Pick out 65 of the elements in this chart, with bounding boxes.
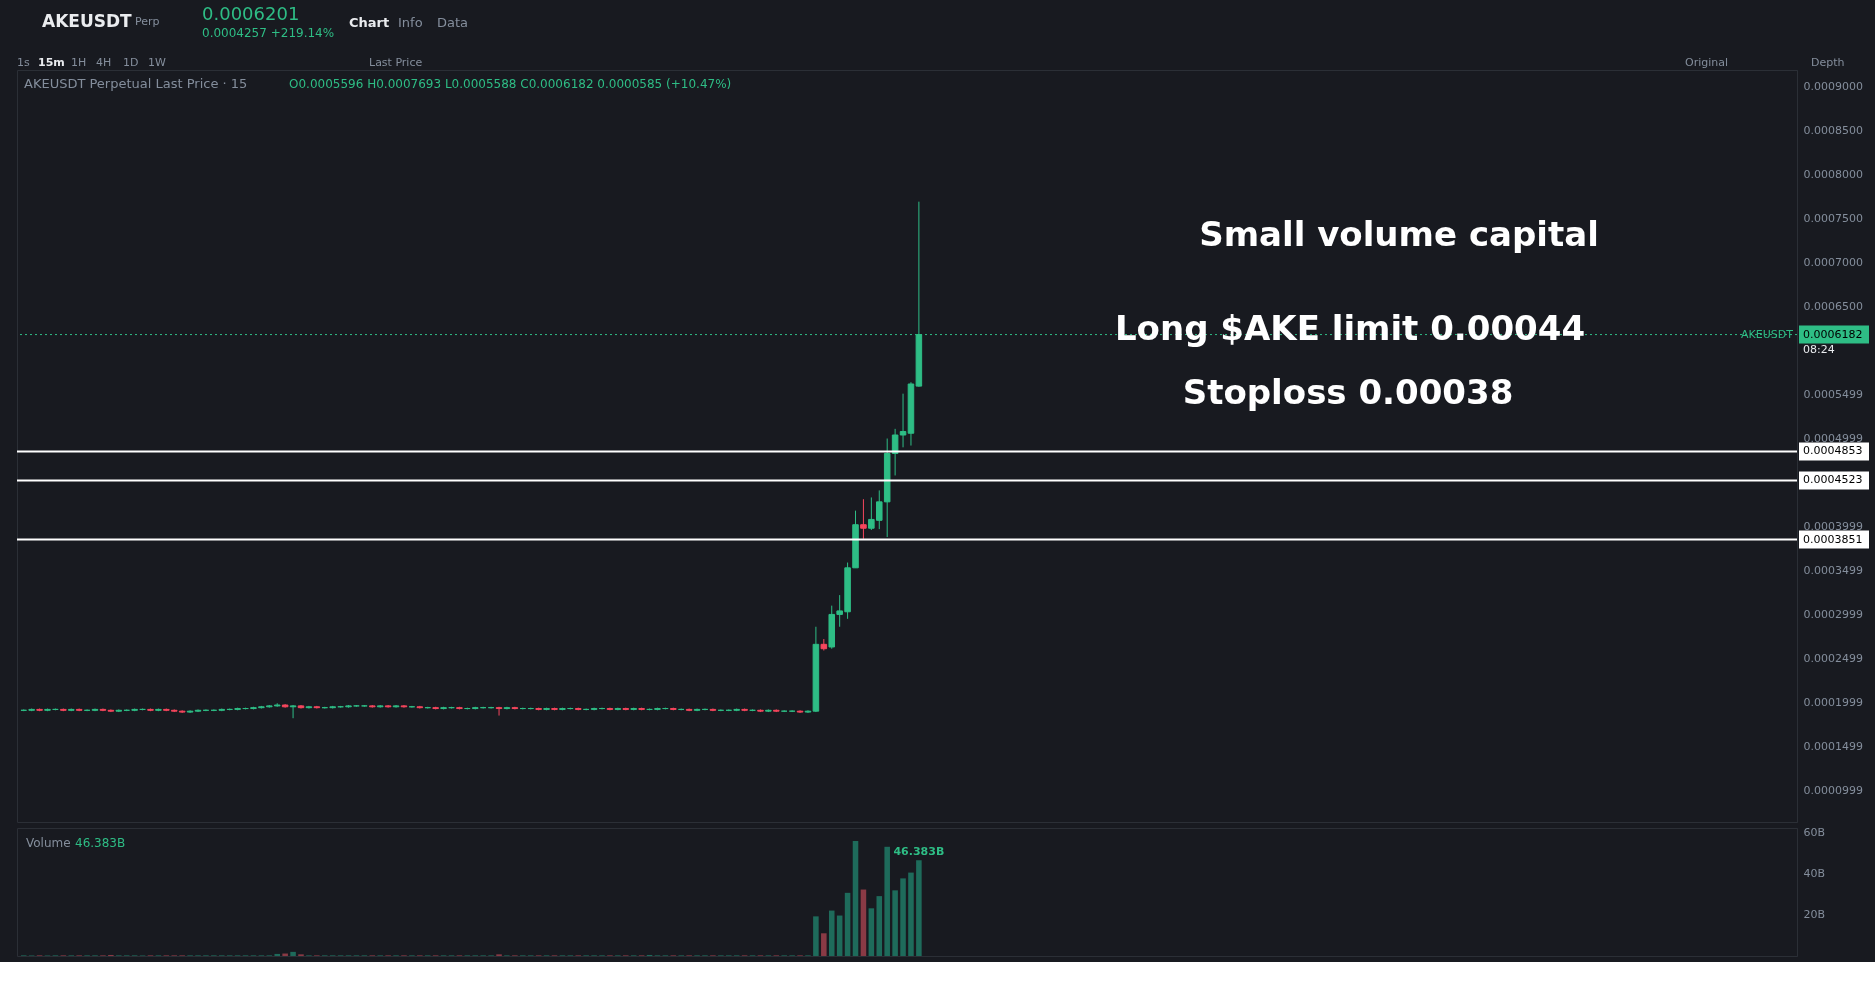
text: Info xyxy=(398,15,423,30)
text: 4H xyxy=(96,56,112,69)
bar xyxy=(916,860,922,956)
y-tick-label: 0.0007000 xyxy=(1803,256,1863,270)
y-tick-label: 0.0008500 xyxy=(1803,124,1863,138)
annotation: AKEUSDT xyxy=(1741,327,1794,341)
bar xyxy=(876,896,883,956)
y-tick-label: 20B xyxy=(1803,908,1826,922)
text: AKEUSDT xyxy=(42,11,133,31)
text: 1H xyxy=(71,56,87,69)
ref-line-label: 0.0006182 xyxy=(1803,327,1863,341)
annotation: Long $AKE limit 0.00044 xyxy=(1114,308,1586,348)
text: Original xyxy=(1685,56,1729,69)
candlestick xyxy=(495,706,503,717)
bar xyxy=(813,916,819,956)
y-tick-label: 60B xyxy=(1803,825,1826,839)
bar xyxy=(892,890,898,956)
bar xyxy=(290,951,296,956)
y-tick-label: 0.0000999 xyxy=(1803,783,1863,797)
text: AKEUSDT Perpetual Last Price · 15 xyxy=(24,76,248,91)
text: Chart xyxy=(349,15,390,30)
bar xyxy=(844,892,851,956)
text: 0.0006201 xyxy=(202,3,300,24)
annotation: Stoploss 0.00038 xyxy=(1182,372,1514,412)
y-tick-label: 0.0002999 xyxy=(1803,608,1863,622)
y-tick-label: 40B xyxy=(1803,866,1826,880)
candlestick xyxy=(289,704,297,719)
y-tick-label: 0.0007500 xyxy=(1803,212,1863,226)
text: Last Price xyxy=(369,56,423,69)
text: 1D xyxy=(123,56,139,69)
text: Depth xyxy=(1811,56,1845,69)
y-tick-label: 0.0001999 xyxy=(1803,695,1863,709)
bar xyxy=(828,910,835,956)
ref-line-label: 0.0004523 xyxy=(1803,473,1863,487)
y-tick-label: 0.0003999 xyxy=(1803,520,1863,534)
bar xyxy=(900,878,906,956)
ref-line-label: 0.0004853 xyxy=(1803,444,1863,458)
text: 15m xyxy=(38,56,65,69)
candlestick xyxy=(860,498,867,540)
y-tick-label: 0.0004999 xyxy=(1803,432,1863,446)
bar xyxy=(852,841,859,956)
text: 1W xyxy=(148,56,166,69)
ref-line-label: 0.0003851 xyxy=(1803,532,1863,546)
text: Data xyxy=(437,15,469,30)
data-label: 46.383B xyxy=(893,845,945,859)
y-tick-label: 0.0006500 xyxy=(1803,300,1863,314)
bar xyxy=(884,846,890,956)
y-tick-label: 0.0008000 xyxy=(1803,168,1863,182)
annotation: 46.383B xyxy=(75,836,126,850)
annotation: Small volume capital xyxy=(1199,214,1599,254)
text: Perp xyxy=(135,15,160,28)
y-tick-label: 0.0001499 xyxy=(1803,739,1863,753)
bar xyxy=(908,872,914,956)
y-tick-label: 0.0009000 xyxy=(1803,80,1863,94)
text: 0.0004257 +219.14% xyxy=(202,26,335,40)
y-tick-label: 0.0005499 xyxy=(1803,388,1863,402)
y-tick-label: 0.0003499 xyxy=(1803,564,1863,578)
y-tick-label: 0.0002499 xyxy=(1803,651,1863,665)
text: 08:24 xyxy=(1803,342,1835,356)
bar xyxy=(868,908,875,956)
text: Volume xyxy=(26,836,71,850)
bar xyxy=(274,953,280,956)
annotation: O0.0005596 H0.0007693 L0.0005588 C0.0006182 0.0000585 (+10.47%) xyxy=(289,77,732,91)
text: 1s xyxy=(17,56,30,69)
bar xyxy=(821,933,827,956)
